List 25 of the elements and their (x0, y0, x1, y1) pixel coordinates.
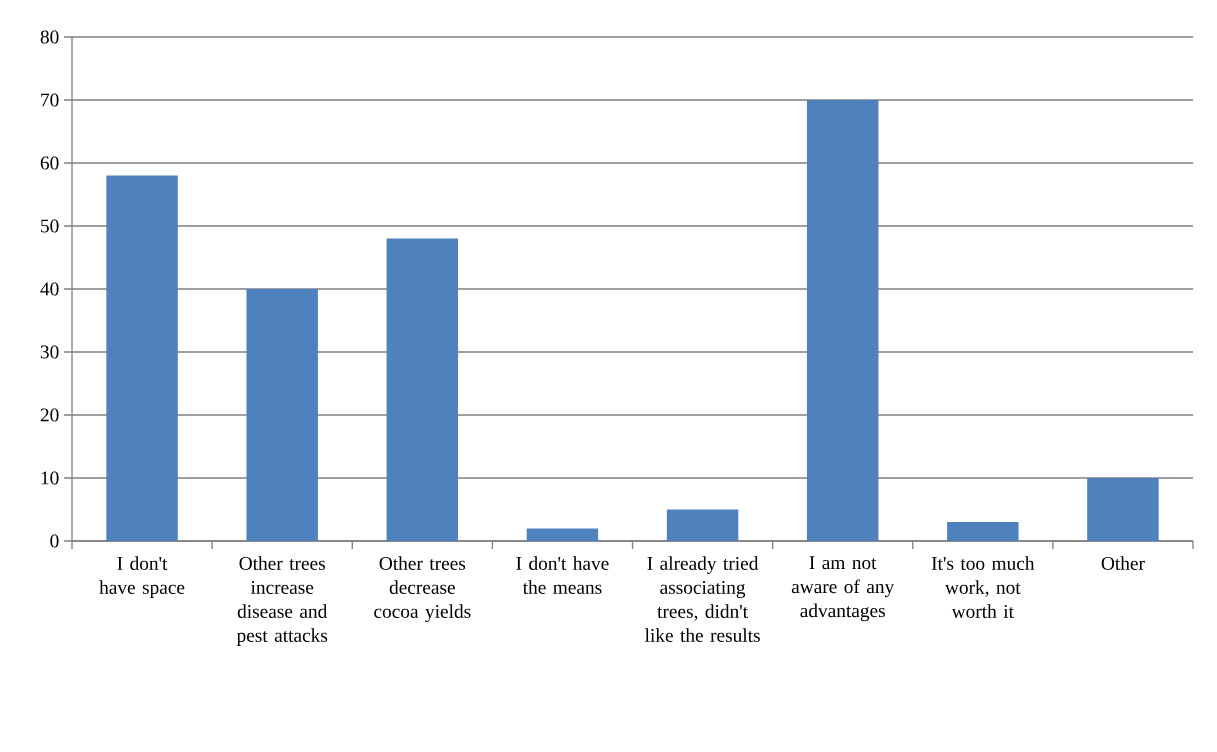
x-tick-label: I already tried associating trees, didn't like the results (644, 556, 760, 642)
x-tick-label: I don't have the means (516, 556, 609, 594)
bar (666, 509, 739, 541)
bar (386, 238, 459, 541)
bar (246, 288, 318, 541)
x-tick-label: I don't have space (99, 556, 185, 598)
x-tick-label: Other (1101, 556, 1145, 570)
y-tick-label: 30 (40, 345, 59, 359)
bar (806, 100, 879, 541)
bar (526, 528, 599, 541)
y-tick-label: 0 (50, 534, 59, 548)
y-tick-label: 80 (40, 30, 59, 44)
y-tick-label: 10 (41, 471, 59, 485)
bar (106, 175, 178, 541)
x-tick-label: Other trees decrease cocoa yields (374, 556, 471, 622)
y-tick-label: 70 (41, 93, 59, 107)
bar (947, 522, 1019, 541)
x-tick-label: It's too much work, not worth it (931, 556, 1035, 618)
x-tick-label: I am not aware of any advantages (791, 556, 895, 622)
y-tick-label: 60 (40, 156, 59, 170)
x-tick-label: Other trees increase disease and pest attacks (236, 556, 328, 646)
y-tick-label: 40 (40, 282, 59, 296)
y-tick-label: 20 (40, 408, 59, 422)
y-tick-label: 50 (41, 219, 59, 233)
bar (1087, 477, 1159, 541)
